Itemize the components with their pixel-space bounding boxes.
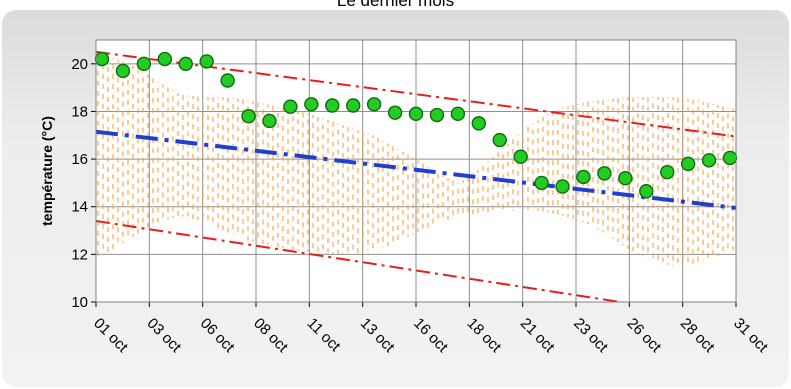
data-point: [283, 99, 298, 114]
data-point: [262, 113, 277, 129]
data-point: [471, 116, 486, 131]
data-point: [346, 98, 361, 113]
x-tick-label: 06 oct: [197, 315, 239, 357]
x-tick-label: 01 oct: [90, 315, 132, 357]
data-point: [325, 98, 340, 113]
data-point: [178, 56, 193, 72]
data-point: [534, 175, 549, 191]
data-point: [220, 73, 235, 88]
data-point: [136, 56, 152, 72]
data-point: [492, 132, 507, 148]
y-tick-label: 14: [71, 199, 88, 216]
y-tick-label: 16: [71, 151, 88, 168]
x-tick-label: 13 oct: [357, 315, 399, 357]
x-tick-label: 23 oct: [570, 315, 612, 357]
plot-frame: [95, 39, 737, 303]
data-point: [304, 97, 319, 112]
data-point: [157, 51, 173, 67]
data-point: [450, 106, 466, 122]
data-point: [639, 184, 654, 199]
data-point: [387, 105, 403, 120]
chart-title: Le dernier mois: [336, 0, 455, 10]
data-point: [660, 164, 675, 180]
data-point: [576, 169, 591, 185]
y-tick-label: 20: [71, 56, 88, 73]
trend-lines: [96, 50, 736, 302]
data-point: [241, 109, 256, 124]
x-tick-label: 31 oct: [730, 315, 772, 357]
data-points: [94, 51, 738, 199]
data-point: [680, 156, 696, 172]
data-point: [701, 153, 717, 168]
trend-line: [96, 129, 736, 210]
data-point: [115, 63, 131, 79]
x-tick-label: 03 oct: [144, 315, 186, 357]
data-point: [429, 107, 445, 123]
data-point: [722, 150, 738, 166]
data-point: [597, 166, 612, 181]
y-tick-label: 10: [71, 294, 88, 311]
x-tick-label: 08 oct: [250, 315, 292, 357]
x-tick-label: 21 oct: [517, 315, 559, 357]
y-tick-label: 18: [71, 103, 88, 120]
data-point: [366, 97, 382, 112]
y-axis-label: température (°C): [39, 116, 55, 226]
data-point: [555, 179, 570, 194]
data-point: [618, 170, 633, 186]
data-point: [513, 149, 528, 164]
y-tick-label: 12: [71, 246, 88, 263]
x-tick-label: 11 oct: [304, 315, 345, 356]
data-point: [199, 54, 214, 69]
x-tick-label: 26 oct: [624, 315, 666, 357]
x-tick-label: 28 oct: [677, 315, 719, 357]
hatched-band: [97, 54, 734, 267]
data-point: [94, 51, 110, 67]
x-tick-label: 16 oct: [410, 315, 452, 357]
data-point: [408, 106, 424, 122]
x-tick-label: 18 oct: [464, 315, 506, 357]
